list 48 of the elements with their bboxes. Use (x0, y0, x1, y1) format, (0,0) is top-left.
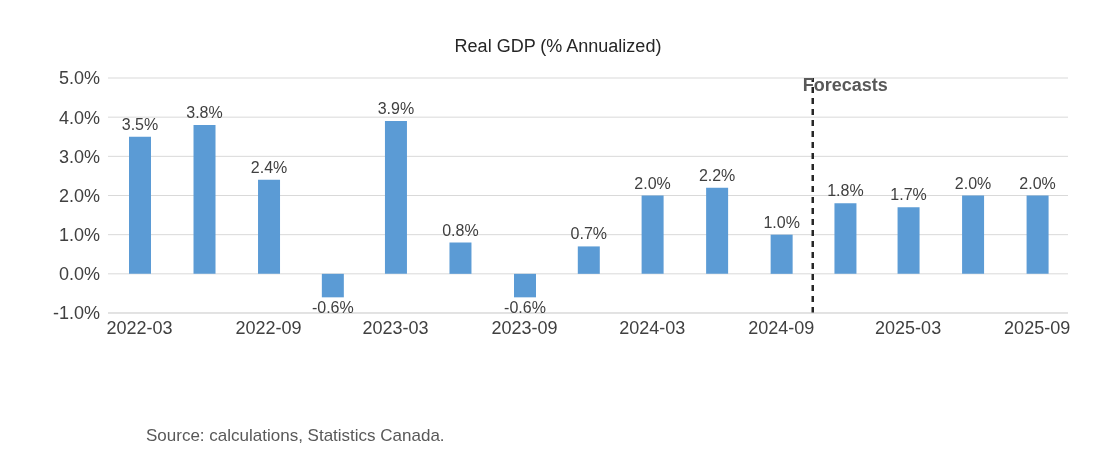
x-tick-label: 2025-03 (875, 317, 942, 338)
data-label: 2.0% (954, 174, 992, 192)
bar (834, 203, 857, 274)
data-label: 3.5% (121, 115, 159, 133)
x-tick-label: 2024-09 (748, 317, 815, 338)
data-label: 1.0% (763, 213, 800, 231)
bar (770, 234, 793, 274)
bar (258, 179, 281, 274)
y-tick-label: 0.0% (58, 264, 100, 285)
data-label: 2.0% (1019, 174, 1056, 192)
y-tick-label: 1.0% (58, 225, 100, 246)
bar (1026, 195, 1049, 274)
bar (449, 242, 472, 274)
x-tick-label: 2022-09 (235, 317, 302, 338)
bar (577, 246, 600, 274)
bar (129, 136, 151, 274)
y-tick-label: 3.0% (58, 146, 100, 167)
bar (193, 125, 216, 274)
bar (897, 207, 920, 274)
data-label: 2.2% (698, 166, 736, 184)
data-label: 0.8% (442, 221, 479, 239)
x-tick-label: 2023-03 (362, 317, 429, 338)
data-label: 2.4% (250, 158, 288, 176)
y-tick-label: 2.0% (58, 185, 100, 206)
chart-title: Real GDP (% Annualized) (453, 36, 663, 57)
data-label: -0.6% (504, 299, 546, 317)
bar (321, 273, 344, 298)
data-label: 2.0% (634, 174, 671, 192)
bar (641, 195, 664, 274)
data-label: 1.8% (827, 182, 864, 200)
x-tick-label: 2024-03 (619, 317, 686, 338)
bar (384, 121, 407, 274)
data-label: 3.8% (186, 104, 223, 121)
ref-line-label: Forecasts (802, 74, 888, 95)
data-label: 3.9% (377, 100, 415, 118)
x-tick-label: 2022-03 (106, 317, 173, 338)
source-note: Source: calculations, Statistics Canada. (146, 426, 445, 446)
y-tick-label: 5.0% (58, 68, 100, 89)
data-label: 1.7% (890, 186, 927, 204)
y-tick-label: 4.0% (58, 107, 100, 128)
bar (962, 195, 985, 274)
bar (513, 273, 536, 298)
x-tick-label: 2023-09 (491, 317, 558, 338)
x-tick-label: 2025-09 (1004, 317, 1071, 338)
y-tick-label: -1.0% (52, 303, 100, 324)
data-label: -0.6% (311, 299, 354, 317)
data-label: 0.7% (570, 225, 608, 243)
bar (706, 187, 729, 274)
